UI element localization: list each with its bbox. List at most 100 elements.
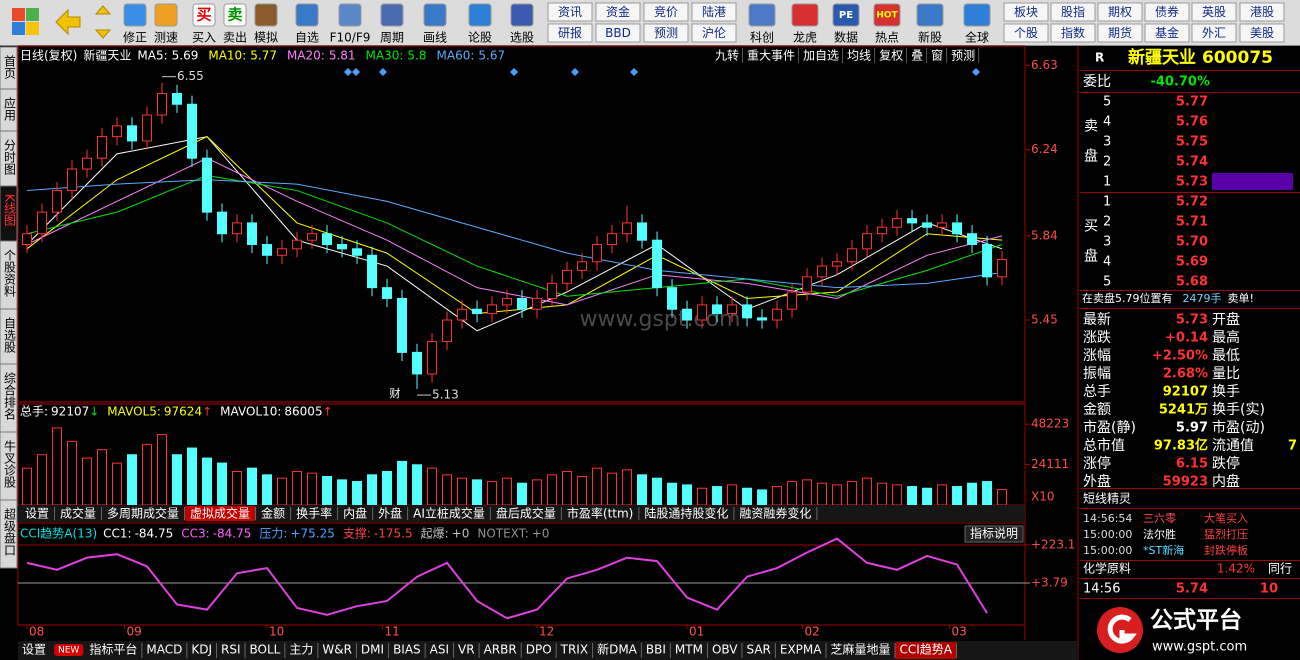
chart-button[interactable]: 均线 <box>847 49 871 63</box>
back-button[interactable] <box>55 8 81 36</box>
candle-body <box>262 243 273 256</box>
toolbar-button[interactable]: 债券 <box>1155 4 1179 19</box>
toolbar-button[interactable]: 买入 <box>192 31 216 45</box>
indicator-tab[interactable]: 金额 <box>261 506 285 521</box>
indicator-tab[interactable]: 设置 <box>25 507 49 521</box>
indicator-tab[interactable]: 融资融券变化 <box>739 506 811 521</box>
chart-button[interactable]: 窗 <box>931 49 943 63</box>
chart-button[interactable]: 加自选 <box>803 49 839 63</box>
toolbar-button[interactable]: F10/F9 <box>330 31 371 45</box>
toolbar-button[interactable]: 预测 <box>654 26 678 40</box>
bottom-tab[interactable]: ARBR <box>484 643 517 657</box>
toolbar-button[interactable]: 龙虎 <box>793 31 817 45</box>
indicator-tab[interactable]: 虚拟成交量 <box>190 506 250 521</box>
indicator-tab[interactable]: 陆股通持股变化 <box>644 506 728 521</box>
volume-bar <box>142 444 153 506</box>
toolbar-button[interactable]: 新股 <box>918 30 942 45</box>
toolbar-button[interactable]: 自选 <box>295 31 319 45</box>
toolbar-button[interactable]: 沪伦 <box>702 25 726 40</box>
bottom-tab[interactable]: ASI <box>430 643 449 657</box>
windows-logo[interactable] <box>12 8 39 35</box>
bottom-tab[interactable]: 主力 <box>289 643 313 657</box>
level: 4 <box>1103 255 1111 270</box>
bottom-tab[interactable]: KDJ <box>191 643 212 657</box>
up-button[interactable] <box>94 5 112 15</box>
volume-bar <box>937 484 948 506</box>
bottom-tab[interactable]: 芝麻量地量 <box>830 642 890 657</box>
bottom-tab[interactable]: SAR <box>746 643 770 657</box>
stat-label: 换手(实) <box>1212 401 1265 418</box>
bottom-tab[interactable]: CCI趋势A <box>900 643 953 657</box>
toolbar-button[interactable]: 周期 <box>380 31 404 45</box>
bottom-tab[interactable]: VR <box>458 643 475 657</box>
indicator-tab[interactable]: 市盈率(ttm) <box>567 506 633 521</box>
chart-button[interactable]: 九转 <box>715 48 739 63</box>
toolbar-icon <box>295 3 319 27</box>
toolbar-button[interactable]: 数据 <box>834 30 858 45</box>
indicator-tab[interactable]: 换手率 <box>296 506 332 521</box>
toolbar-button[interactable]: 修正 <box>123 30 147 45</box>
bottom-tab[interactable]: DPO <box>526 643 552 657</box>
bottom-tab[interactable]: 指标平台 <box>89 642 137 657</box>
indicator-tab[interactable]: 外盘 <box>378 506 402 521</box>
chart-button[interactable]: 复权 <box>879 49 903 63</box>
bottom-tab[interactable]: 新DMA <box>597 642 638 657</box>
toolbar-button[interactable]: 画线 <box>423 31 447 45</box>
chart-button[interactable]: 预测 <box>951 49 975 63</box>
toolbar-button[interactable]: BBD <box>605 26 631 40</box>
toolbar-button[interactable]: 期货 <box>1108 25 1132 40</box>
side-tab-label: 个股资料 <box>3 249 17 297</box>
toolbar-button[interactable]: 美股 <box>1250 26 1274 40</box>
toolbar-button[interactable]: 卖出 <box>223 31 247 45</box>
hot-icon: HOT <box>876 11 898 21</box>
indicator-tab[interactable]: 多周期成交量 <box>107 506 179 521</box>
bottom-tab[interactable]: DMI <box>361 643 384 657</box>
toolbar-button[interactable]: 科创 <box>750 31 774 45</box>
bottom-tab[interactable]: MTM <box>675 643 703 657</box>
down-button[interactable] <box>94 29 112 39</box>
toolbar-button[interactable]: 测速 <box>154 31 178 45</box>
toolbar-button[interactable]: 个股 <box>1014 26 1038 40</box>
bottom-tab[interactable]: EXPMA <box>780 643 822 657</box>
toolbar-button[interactable]: 竞价 <box>654 5 678 19</box>
toolbar-button[interactable]: 外汇 <box>1202 26 1226 40</box>
chart-button[interactable]: 重大事件 <box>747 49 795 63</box>
toolbar-button[interactable]: 全球 <box>965 30 989 45</box>
chart-button[interactable]: 叠 <box>911 49 923 63</box>
toolbar-button[interactable]: 基金 <box>1155 25 1179 40</box>
toolbar-button[interactable]: 资讯 <box>558 5 582 19</box>
indicator-help[interactable]: 指标说明 <box>970 526 1018 541</box>
toolbar-button[interactable]: 研报 <box>558 25 582 40</box>
bottom-tab[interactable]: TRIX <box>560 643 588 657</box>
bottom-tab[interactable]: RSI <box>221 643 241 657</box>
toolbar-button[interactable]: 热点 <box>875 31 899 45</box>
toolbar-button[interactable]: 选股 <box>510 31 534 45</box>
bottom-tab[interactable]: 设置 <box>22 643 46 657</box>
bottom-tab[interactable]: OBV <box>712 643 738 657</box>
candle-body <box>832 261 843 267</box>
quote-bar <box>1212 173 1293 190</box>
stat-value: +2.50% <box>1152 349 1208 364</box>
toolbar-button[interactable]: 英股 <box>1202 5 1226 19</box>
toolbar-button[interactable]: 港股 <box>1250 5 1274 19</box>
toolbar-button[interactable]: 论股 <box>468 31 492 45</box>
toolbar-button[interactable]: 期权 <box>1108 5 1132 19</box>
bottom-tab[interactable]: MACD <box>146 643 182 657</box>
toolbar-button[interactable]: 模拟 <box>254 31 278 45</box>
toolbar-button[interactable]: 资金 <box>606 4 630 19</box>
indicator-tab[interactable]: 内盘 <box>343 506 367 521</box>
toolbar-button[interactable]: 板块 <box>1014 5 1038 19</box>
toolbar-button[interactable]: 指数 <box>1061 25 1085 40</box>
sector-peers[interactable]: 同行 <box>1268 562 1292 576</box>
toolbar-button[interactable]: 陆港 <box>702 4 726 19</box>
toolbar-button[interactable]: 股指 <box>1061 4 1085 19</box>
indicator-tab[interactable]: AI立桩成交量 <box>413 506 485 521</box>
indicator-tab[interactable]: 成交量 <box>60 506 96 521</box>
bottom-tab[interactable]: BIAS <box>393 643 421 657</box>
side-tab[interactable] <box>0 499 18 569</box>
bottom-tab[interactable]: BBI <box>646 643 666 657</box>
legend-name: MA60: <box>437 49 475 63</box>
indicator-tab[interactable]: 盘后成交量 <box>496 506 556 521</box>
bottom-tab[interactable]: W&R <box>322 643 352 657</box>
bottom-tab[interactable]: BOLL <box>250 643 281 657</box>
